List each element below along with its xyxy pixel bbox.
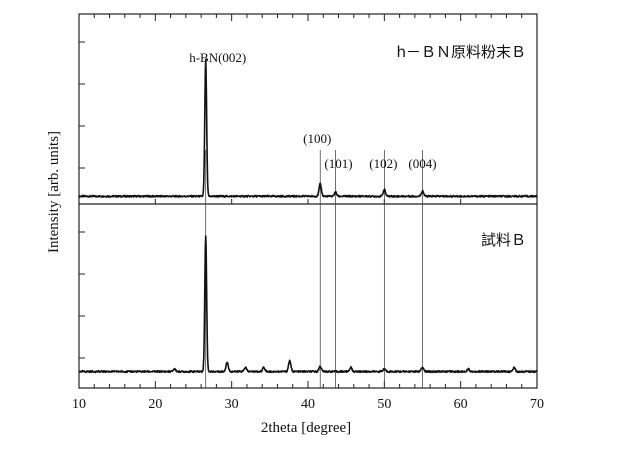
series-trace-sample-b	[79, 236, 537, 372]
x-tick-label: 10	[72, 397, 86, 412]
x-axis-label: 2theta [degree]	[261, 420, 351, 436]
peak-label: (100)	[303, 131, 331, 146]
peak-label: (004)	[408, 156, 436, 171]
x-tick-label: 30	[225, 397, 239, 412]
x-tick-label: 40	[301, 397, 315, 412]
peak-label: (101)	[324, 156, 352, 171]
peak-label: h-BN(002)	[189, 50, 246, 65]
x-tick-label: 50	[377, 397, 391, 412]
y-axis-label: Intensity [arb. units]	[46, 131, 62, 253]
bottom-panel-sample-label: 試料Ｂ	[481, 231, 526, 249]
top-panel-sample-label: h－ＢＮ原料粉末Ｂ	[396, 43, 526, 61]
x-tick-label: 70	[530, 397, 544, 412]
series-trace-hbn-raw-powder	[79, 60, 537, 197]
x-tick-label: 20	[148, 397, 162, 412]
peak-label: (102)	[369, 156, 397, 171]
x-tick-label: 60	[454, 397, 468, 412]
